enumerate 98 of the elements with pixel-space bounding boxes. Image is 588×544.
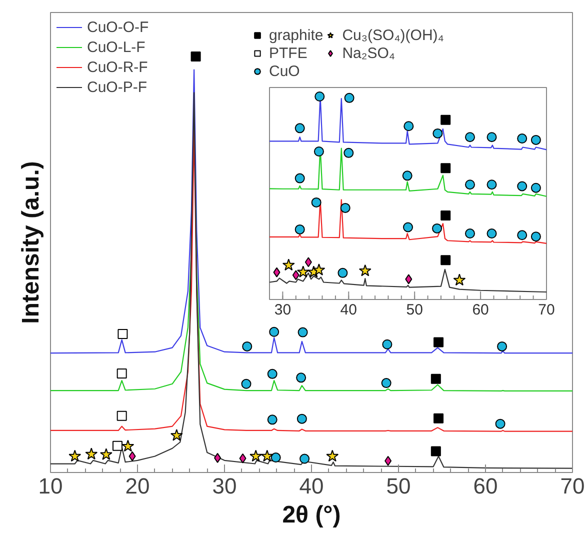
point	[517, 181, 528, 192]
legend-label: Cu₃(SO₄)(OH)₄	[342, 26, 444, 44]
x-axis-title: 2θ (°)	[282, 502, 341, 528]
point	[517, 134, 528, 144]
point	[486, 228, 497, 239]
point	[340, 202, 350, 213]
point	[464, 180, 475, 190]
point	[298, 327, 308, 338]
point	[296, 266, 310, 278]
point	[486, 132, 497, 142]
point	[464, 132, 475, 142]
x-tick-label: 30	[212, 474, 237, 498]
point	[128, 451, 136, 462]
point	[453, 274, 466, 286]
point	[344, 148, 354, 158]
legend-label: CuO-L-F	[87, 38, 146, 56]
legend-label: CuO	[269, 62, 300, 80]
point	[294, 123, 305, 134]
point	[530, 232, 541, 242]
point	[292, 270, 300, 280]
point	[118, 328, 128, 339]
legend-label: Na₂SO₄	[342, 44, 396, 62]
point	[440, 163, 451, 174]
point	[214, 452, 222, 463]
point	[517, 230, 528, 240]
point	[304, 257, 312, 268]
point	[430, 374, 441, 384]
point	[294, 224, 305, 234]
x-tick-label: 20	[125, 474, 150, 498]
point	[241, 378, 252, 389]
point	[122, 440, 134, 452]
legend-label: CuO-O-F	[87, 18, 149, 36]
point	[314, 92, 325, 102]
point	[326, 450, 339, 462]
x-tick-label: 10	[38, 474, 63, 498]
point	[440, 210, 451, 220]
legend-label: CuO-R-F	[87, 58, 148, 76]
point	[440, 255, 451, 266]
point	[170, 428, 183, 441]
point	[404, 121, 414, 132]
point	[282, 258, 295, 271]
point	[312, 264, 326, 276]
point	[296, 414, 307, 424]
point	[358, 264, 372, 276]
point	[497, 341, 508, 352]
point	[440, 114, 451, 125]
point	[434, 337, 444, 348]
point	[116, 410, 127, 421]
x-tick-label: 60	[472, 302, 489, 318]
x-tick-label: 60	[473, 474, 498, 498]
point	[112, 440, 122, 451]
point	[100, 448, 112, 460]
point	[267, 368, 278, 379]
point	[338, 268, 348, 278]
point	[530, 182, 541, 193]
point	[250, 450, 262, 462]
point	[314, 146, 324, 157]
point	[273, 267, 280, 278]
point	[116, 368, 127, 378]
point	[190, 52, 201, 62]
point	[296, 372, 306, 383]
point	[430, 446, 441, 456]
point	[402, 170, 412, 181]
point	[384, 456, 392, 466]
point	[344, 92, 354, 103]
point	[239, 453, 246, 464]
point	[434, 413, 444, 424]
x-tick-label: 70	[560, 474, 585, 498]
x-tick-label: 50	[406, 302, 423, 318]
point	[260, 450, 274, 462]
point	[68, 450, 82, 462]
x-tick-label: 30	[274, 302, 292, 318]
point	[495, 418, 506, 429]
point	[270, 452, 281, 463]
point	[382, 339, 392, 350]
y-axis-title: Intensity (a.u.)	[18, 161, 44, 324]
point	[464, 228, 475, 239]
x-tick-label: 50	[386, 474, 411, 498]
point	[269, 326, 280, 337]
point	[405, 274, 412, 284]
legend-label: PTFE	[269, 44, 308, 62]
point	[381, 378, 392, 388]
point	[530, 134, 541, 145]
point	[486, 180, 497, 190]
point	[300, 454, 310, 464]
point	[267, 414, 278, 425]
legend-label: CuO-P-F	[87, 78, 147, 96]
x-tick-label: 70	[538, 302, 555, 318]
x-tick-label: 40	[340, 302, 357, 318]
point	[311, 197, 322, 208]
point	[242, 341, 252, 352]
point	[403, 222, 413, 232]
point	[85, 448, 98, 460]
x-tick-label: 40	[299, 474, 324, 498]
legend-label: graphite	[269, 26, 324, 44]
point	[294, 173, 305, 184]
point	[432, 128, 443, 138]
point	[432, 223, 442, 234]
